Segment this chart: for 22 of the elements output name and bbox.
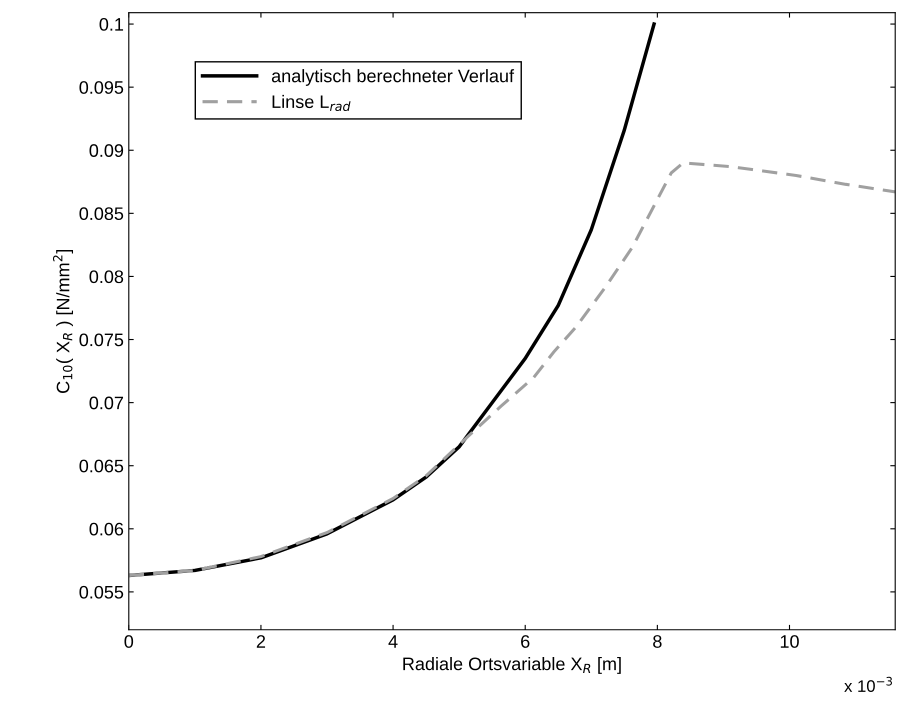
x-axis-title: Radiale Ortsvariable X$_{R}$ [m] [403,657,621,674]
line-series [128,161,896,578]
x-tick-label: 10 [780,635,799,648]
y-tick-label: 0.06 [90,522,124,536]
text: x 10$^{−3}$ [844,676,892,692]
y-tick-label: 0.065 [79,460,124,472]
y-tick-label: 0.08 [90,270,124,284]
y-tick-label: 0.075 [79,333,124,346]
y-tick-label: 0.09 [90,144,124,157]
y-tick-label: 0.095 [79,81,124,94]
x-tick-label: 2 [256,635,266,648]
x-tick-label: 8 [653,635,662,648]
y-axis-title: C$_{10}$( X$_{R}$ ) [N/mm$^{2}$] [52,250,74,393]
x-tick-label: 4 [388,635,398,648]
y-tick-label: 0.055 [79,586,124,599]
legend-label: Linse L$_{rad}$ [272,94,351,112]
y-tick-label: 0.085 [79,207,124,220]
y-tick-label: 0.1 [100,18,124,31]
y-tick-label: 0.07 [90,396,124,410]
legend-label: analytisch berechneter Verlauf [272,69,514,86]
x-tick-label: 0 [124,635,134,648]
x-tick-label: 6 [521,635,530,648]
